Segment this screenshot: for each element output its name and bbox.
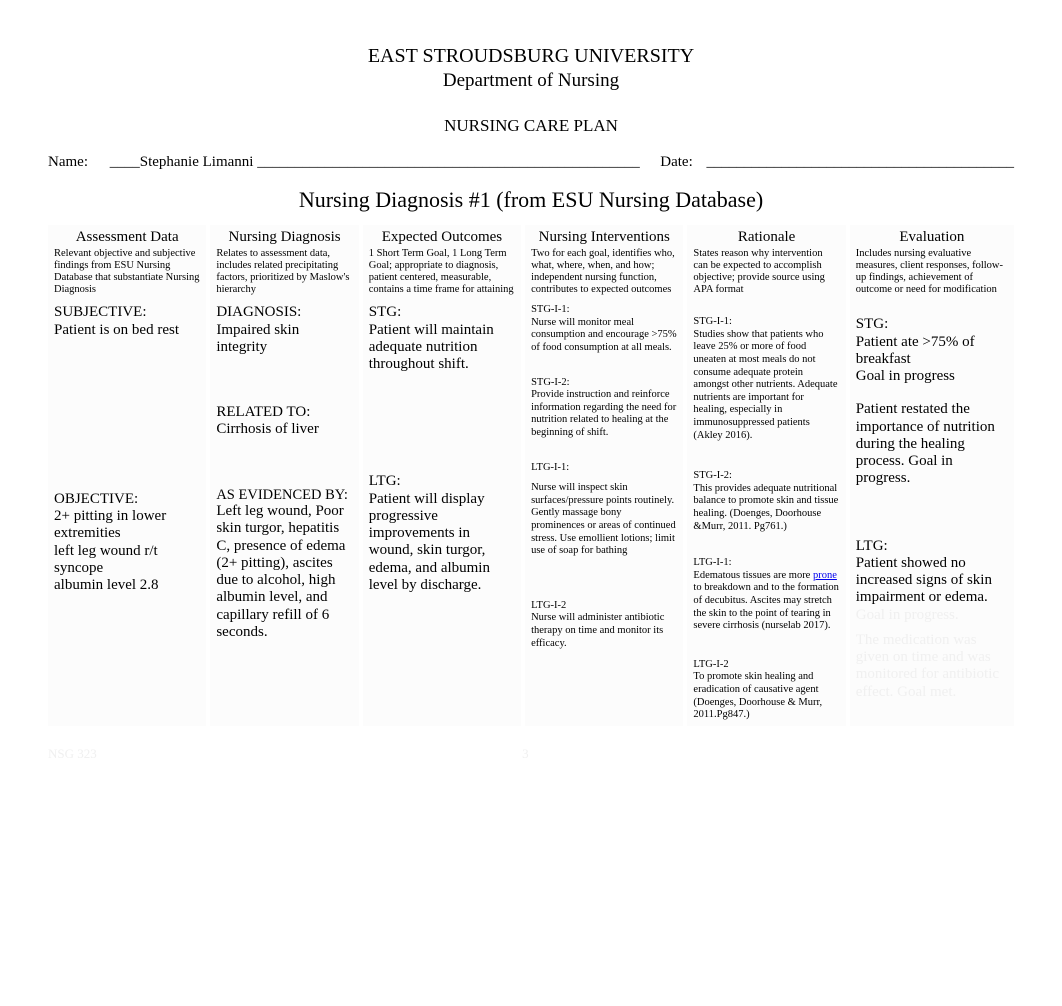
col-header-outcomes: Expected Outcomes xyxy=(369,229,515,246)
footer-left: NSG 323 xyxy=(48,746,97,762)
ltg-body: Patient will display progressive improve… xyxy=(369,491,515,595)
document-header: EAST STROUDSBURG UNIVERSITY Department o… xyxy=(48,45,1014,136)
col-sub-nursing-dx: Relates to assessment data, includes rel… xyxy=(216,248,352,296)
r-stg-i1-body: Studies show that patients who leave 25%… xyxy=(693,329,839,442)
r-ltg-i1-body2: to breakdown and to the formation of dec… xyxy=(693,582,839,631)
col-sub-interventions: Two for each goal, identifies who, what,… xyxy=(531,248,677,296)
related-to-body: Cirrhosis of liver xyxy=(216,421,352,438)
name-section: Name: ____Stephanie Limanni ____________… xyxy=(48,154,640,171)
col-evaluation: Evaluation Includes nursing evaluative m… xyxy=(850,225,1014,726)
col-interventions: Nursing Interventions Two for each goal,… xyxy=(525,225,683,726)
interventions-body: STG-I-1: Nurse will monitor meal consump… xyxy=(531,304,677,680)
eval-ltg-body3-faded: The medication was given on time and was… xyxy=(856,632,1008,701)
evaluation-body: STG: Patient ate >75% of breakfast Goal … xyxy=(856,304,1008,701)
stg-i2-label: STG-I-2: xyxy=(531,377,677,390)
col-expected-outcomes: Expected Outcomes 1 Short Term Goal, 1 L… xyxy=(363,225,521,726)
stg-i1-body: Nurse will monitor meal consumption and … xyxy=(531,317,677,355)
date-label: Date: xyxy=(660,154,692,170)
r-ltg-i1-body1: Edematous tissues are more xyxy=(693,570,813,581)
stg-i1-label: STG-I-1: xyxy=(531,304,677,317)
objective-label: OBJECTIVE: xyxy=(54,491,200,508)
nursing-dx-body: DIAGNOSIS: Impaired skin integrity RELAT… xyxy=(216,304,352,641)
university-name: EAST STROUDSBURG UNIVERSITY xyxy=(48,45,1014,68)
ltg-i1-label: LTG-I-1: xyxy=(531,462,677,475)
col-sub-assessment: Relevant objective and subjective findin… xyxy=(54,248,200,296)
plan-title: NURSING CARE PLAN xyxy=(48,116,1014,136)
name-value: ____Stephanie Limanni __________________… xyxy=(110,154,640,170)
ltg-label: LTG: xyxy=(369,473,515,490)
evidence-label: AS EVIDENCED BY: xyxy=(216,487,352,504)
diagnosis-label: DIAGNOSIS: xyxy=(216,304,352,321)
col-header-evaluation: Evaluation xyxy=(856,229,1008,246)
name-label: Name: xyxy=(48,154,88,170)
date-section: Date: __________________________________… xyxy=(660,154,1014,171)
col-header-nursing-dx: Nursing Diagnosis xyxy=(216,229,352,246)
r-stg-i1-label: STG-I-1: xyxy=(693,316,839,329)
col-nursing-diagnosis: Nursing Diagnosis Relates to assessment … xyxy=(210,225,358,726)
eval-ltg-body1: Patient showed no increased signs of ski… xyxy=(856,555,1008,607)
evidence-body: Left leg wound, Poor skin turgor, hepati… xyxy=(216,503,352,641)
rationale-body: STG-I-1: Studies show that patients who … xyxy=(693,304,839,721)
prone-link[interactable]: prone xyxy=(813,570,837,581)
objective-body-1: 2+ pitting in lower extremities xyxy=(54,508,200,543)
ltg-i2-label: LTG-I-2 xyxy=(531,600,677,613)
col-header-rationale: Rationale xyxy=(693,229,839,246)
subjective-body: Patient is on bed rest xyxy=(54,322,200,339)
objective-body-2: left leg wound r/t syncope xyxy=(54,543,200,578)
ltg-i1-body: Nurse will inspect skin surfaces/pressur… xyxy=(531,482,677,558)
diagnosis-section-title: Nursing Diagnosis #1 (from ESU Nursing D… xyxy=(48,187,1014,213)
col-sub-outcomes: 1 Short Term Goal, 1 Long Term Goal; app… xyxy=(369,248,515,296)
eval-ltg-label: LTG: xyxy=(856,538,1008,555)
diagnosis-body: Impaired skin integrity xyxy=(216,322,352,357)
col-header-assessment: Assessment Data xyxy=(54,229,200,246)
care-plan-columns: Assessment Data Relevant objective and s… xyxy=(48,225,1014,726)
col-sub-rationale: States reason why intervention can be ex… xyxy=(693,248,839,296)
outcomes-body: STG: Patient will maintain adequate nutr… xyxy=(369,304,515,594)
eval-ltg-body2-faded: Goal in progress. xyxy=(856,607,1008,624)
r-stg-i2-label: STG-I-2: xyxy=(693,470,839,483)
eval-stg-body3: Patient restated the importance of nutri… xyxy=(856,401,1008,487)
assessment-body: SUBJECTIVE: Patient is on bed rest OBJEC… xyxy=(54,304,200,594)
col-sub-evaluation: Includes nursing evaluative measures, cl… xyxy=(856,248,1008,296)
related-to-label: RELATED TO: xyxy=(216,404,352,421)
r-ltg-i1-label: LTG-I-1: xyxy=(693,557,839,570)
eval-stg-body2: Goal in progress xyxy=(856,368,1008,385)
footer-row: NSG 323 3 xyxy=(48,726,1014,762)
stg-body: Patient will maintain adequate nutrition… xyxy=(369,322,515,374)
page-number: 3 xyxy=(97,746,954,762)
r-ltg-i1-body: Edematous tissues are more prone to brea… xyxy=(693,570,839,633)
col-header-interventions: Nursing Interventions xyxy=(531,229,677,246)
name-date-row: Name: ____Stephanie Limanni ____________… xyxy=(48,154,1014,171)
stg-i2-body: Provide instruction and reinforce inform… xyxy=(531,389,677,439)
subjective-label: SUBJECTIVE: xyxy=(54,304,200,321)
r-ltg-i2-label: LTG-I-2 xyxy=(693,659,839,672)
date-value: ________________________________________… xyxy=(707,154,1015,170)
r-ltg-i2-body: To promote skin healing and eradication … xyxy=(693,671,839,721)
objective-body-3: albumin level 2.8 xyxy=(54,577,200,594)
ltg-i2-body: Nurse will administer antibiotic therapy… xyxy=(531,612,677,650)
eval-stg-body1: Patient ate >75% of breakfast xyxy=(856,334,1008,369)
col-rationale: Rationale States reason why intervention… xyxy=(687,225,845,726)
department-name: Department of Nursing xyxy=(48,70,1014,92)
col-assessment: Assessment Data Relevant objective and s… xyxy=(48,225,206,726)
stg-label: STG: xyxy=(369,304,515,321)
r-stg-i2-body: This provides adequate nutritional balan… xyxy=(693,483,839,533)
eval-stg-label: STG: xyxy=(856,316,1008,333)
